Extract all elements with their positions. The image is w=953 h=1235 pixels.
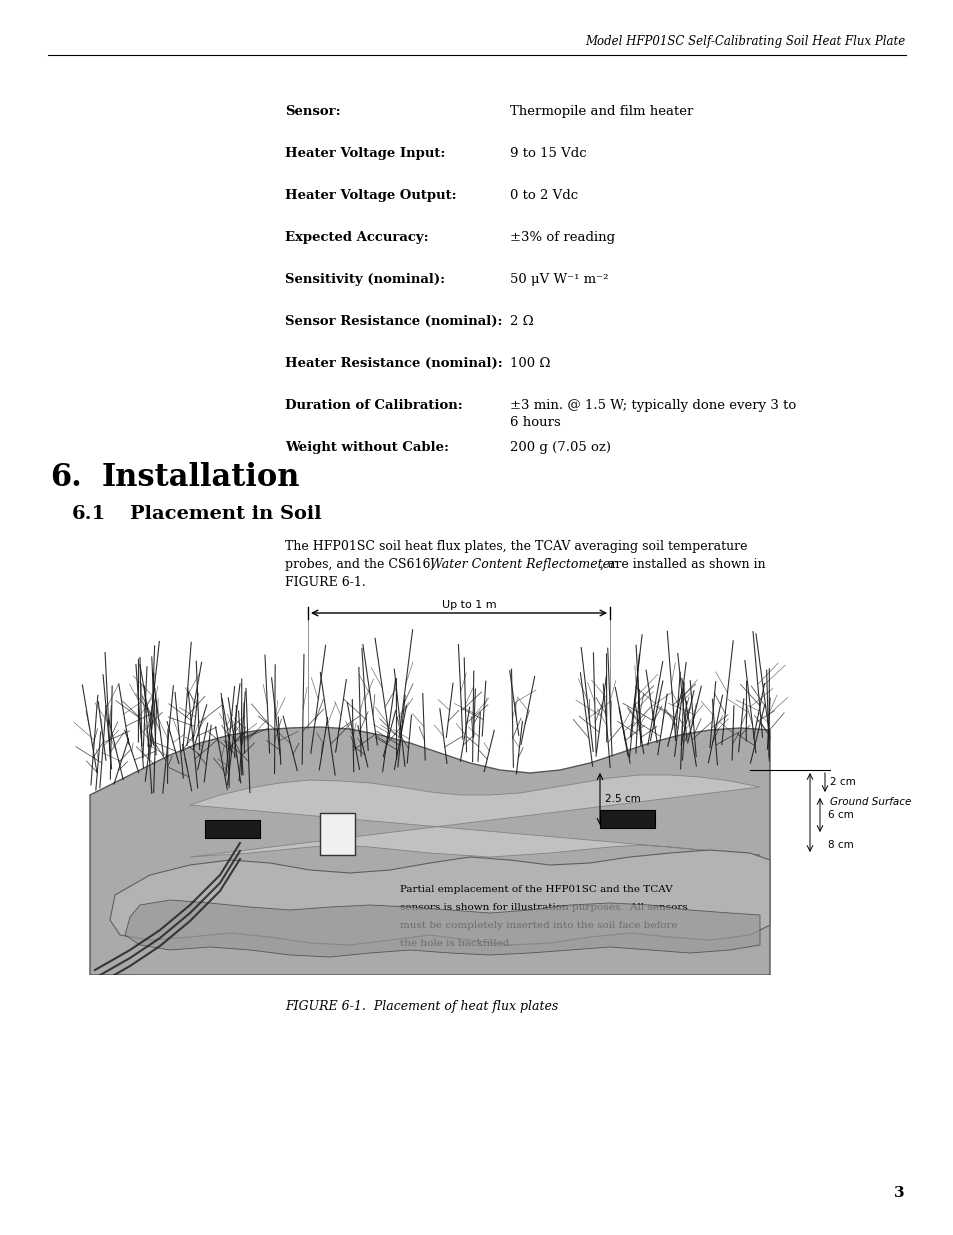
- Text: Sensor:: Sensor:: [285, 105, 340, 119]
- Text: must be completely inserted into the soil face before: must be completely inserted into the soi…: [399, 921, 677, 930]
- Text: 9 to 15 Vdc: 9 to 15 Vdc: [510, 147, 586, 161]
- Text: FIGURE 6-1.  Placement of heat flux plates: FIGURE 6-1. Placement of heat flux plate…: [285, 1000, 558, 1013]
- FancyBboxPatch shape: [205, 820, 260, 839]
- Text: FIGURE 6-1.: FIGURE 6-1.: [285, 576, 365, 589]
- Polygon shape: [190, 776, 760, 857]
- Text: Thermopile and film heater: Thermopile and film heater: [510, 105, 693, 119]
- Text: 2 Ω: 2 Ω: [510, 315, 533, 329]
- Text: ±3% of reading: ±3% of reading: [510, 231, 615, 245]
- Polygon shape: [125, 900, 760, 957]
- Text: Ground Surface: Ground Surface: [829, 797, 910, 806]
- Text: probes, and the CS616,: probes, and the CS616,: [285, 558, 438, 571]
- Text: Installation: Installation: [102, 462, 300, 493]
- Text: 3: 3: [893, 1186, 904, 1200]
- Text: 6.: 6.: [50, 462, 82, 493]
- Text: Partial emplacement of the HFP01SC and the TCAV: Partial emplacement of the HFP01SC and t…: [399, 885, 672, 894]
- FancyBboxPatch shape: [599, 810, 655, 827]
- Text: Duration of Calibration:: Duration of Calibration:: [285, 399, 462, 412]
- Text: 6.1: 6.1: [71, 505, 106, 522]
- Text: 2.5 cm: 2.5 cm: [604, 794, 640, 804]
- Text: 8 cm: 8 cm: [827, 840, 853, 850]
- Text: 200 g (7.05 oz): 200 g (7.05 oz): [510, 441, 610, 454]
- Text: Up to 1 m: Up to 1 m: [441, 600, 496, 610]
- Text: Water Content Reflectometer: Water Content Reflectometer: [430, 558, 616, 571]
- Text: Model HFP01SC Self-Calibrating Soil Heat Flux Plate: Model HFP01SC Self-Calibrating Soil Heat…: [584, 35, 904, 48]
- Text: Heater Voltage Output:: Heater Voltage Output:: [285, 189, 456, 203]
- Text: 100 Ω: 100 Ω: [510, 357, 550, 370]
- Text: , are installed as shown in: , are installed as shown in: [599, 558, 765, 571]
- Text: Heater Resistance (nominal):: Heater Resistance (nominal):: [285, 357, 502, 370]
- FancyBboxPatch shape: [319, 813, 355, 855]
- Text: Weight without Cable:: Weight without Cable:: [285, 441, 449, 454]
- Text: Sensor Resistance (nominal):: Sensor Resistance (nominal):: [285, 315, 502, 329]
- Text: sensors is shown for illustration purposes.  All sensors: sensors is shown for illustration purpos…: [399, 903, 687, 911]
- Polygon shape: [90, 727, 769, 974]
- Polygon shape: [110, 850, 769, 945]
- Text: ±3 min. @ 1.5 W; typically done every 3 to
6 hours: ±3 min. @ 1.5 W; typically done every 3 …: [510, 399, 796, 429]
- Text: 6 cm: 6 cm: [827, 810, 853, 820]
- Text: Placement in Soil: Placement in Soil: [130, 505, 321, 522]
- Text: Expected Accuracy:: Expected Accuracy:: [285, 231, 428, 245]
- Text: The HFP01SC soil heat flux plates, the TCAV averaging soil temperature: The HFP01SC soil heat flux plates, the T…: [285, 540, 747, 553]
- Text: the hole is backfilled.: the hole is backfilled.: [399, 939, 512, 948]
- Text: Heater Voltage Input:: Heater Voltage Input:: [285, 147, 445, 161]
- Text: 0 to 2 Vdc: 0 to 2 Vdc: [510, 189, 578, 203]
- Text: Sensitivity (nominal):: Sensitivity (nominal):: [285, 273, 445, 287]
- Text: 2 cm: 2 cm: [829, 777, 855, 787]
- Text: 50 μV W⁻¹ m⁻²: 50 μV W⁻¹ m⁻²: [510, 273, 608, 287]
